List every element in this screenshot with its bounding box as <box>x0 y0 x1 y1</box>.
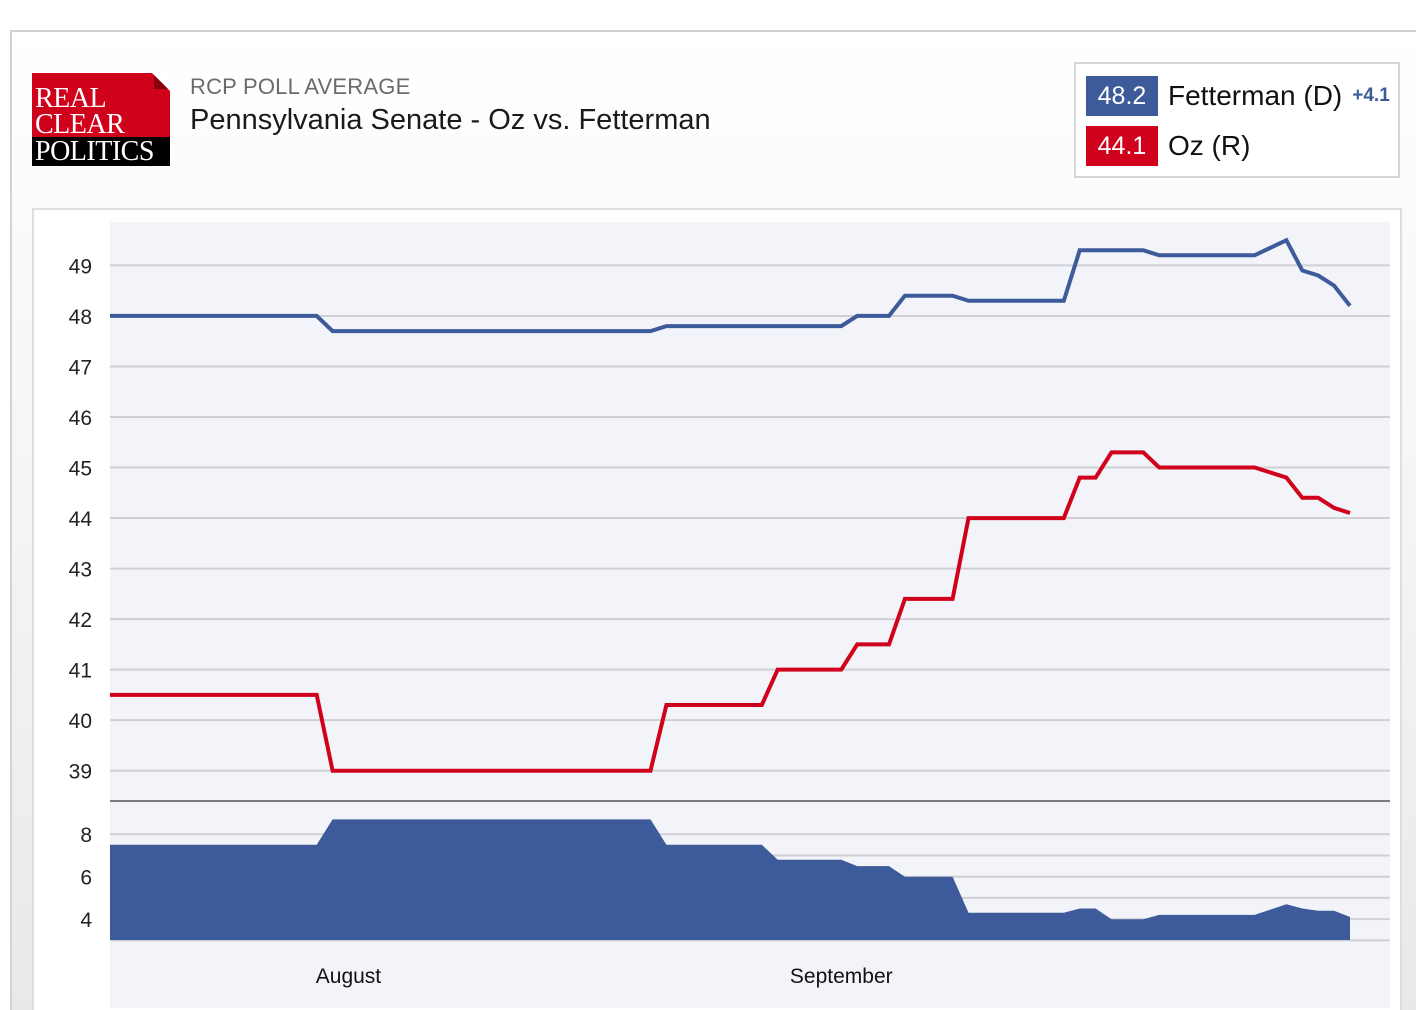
y-tick-label: 46 <box>69 407 92 430</box>
y-tick-label: 47 <box>69 356 92 379</box>
logo-text-line3: POLITICS <box>35 136 154 167</box>
x-tick-label: September <box>790 965 893 988</box>
spread-y-tick-label: 6 <box>80 867 92 890</box>
legend-name-fetterman: Fetterman (D) <box>1168 80 1343 111</box>
logo-red-block <box>32 73 170 137</box>
legend-item-fetterman[interactable]: 48.2 Fetterman (D) +4.1 <box>1086 76 1390 116</box>
x-tick-label: August <box>316 965 382 988</box>
logo-text-line2: CLEAR <box>35 109 125 140</box>
legend-name-oz: Oz (R) <box>1168 130 1251 161</box>
chart-supertitle: RCP POLL AVERAGE <box>190 74 411 99</box>
logo-black-block <box>32 137 170 166</box>
y-tick-label: 39 <box>69 761 92 784</box>
legend-item-oz[interactable]: 44.1 Oz (R) <box>1086 126 1250 166</box>
y-tick-label: 49 <box>69 255 92 278</box>
legend-value-oz: 44.1 <box>1086 126 1158 166</box>
legend-value-fetterman: 48.2 <box>1086 76 1158 116</box>
legend: 48.2 Fetterman (D) +4.1 44.1 Oz (R) <box>1074 62 1400 178</box>
spread-y-tick-label: 8 <box>80 824 92 847</box>
y-tick-label: 42 <box>69 609 92 632</box>
y-tick-label: 44 <box>69 508 93 531</box>
oz-line <box>110 450 1351 773</box>
y-tick-label: 41 <box>69 660 92 683</box>
fetterman-line <box>110 237 1352 334</box>
y-tick-label: 43 <box>69 559 92 582</box>
logo-text-line1: REAL <box>35 83 107 114</box>
logo-corner-shadow <box>154 75 168 89</box>
y-tick-label: 40 <box>69 710 92 733</box>
chart-title: Pennsylvania Senate - Oz vs. Fetterman <box>190 104 711 136</box>
rcp-logo[interactable]: REAL CLEAR POLITICS <box>32 73 170 166</box>
y-tick-label: 45 <box>69 458 92 481</box>
y-tick-label: 48 <box>69 306 92 329</box>
spread-y-tick-label: 4 <box>80 909 92 932</box>
legend-spread: +4.1 <box>1352 85 1390 106</box>
spread-area <box>110 819 1350 940</box>
